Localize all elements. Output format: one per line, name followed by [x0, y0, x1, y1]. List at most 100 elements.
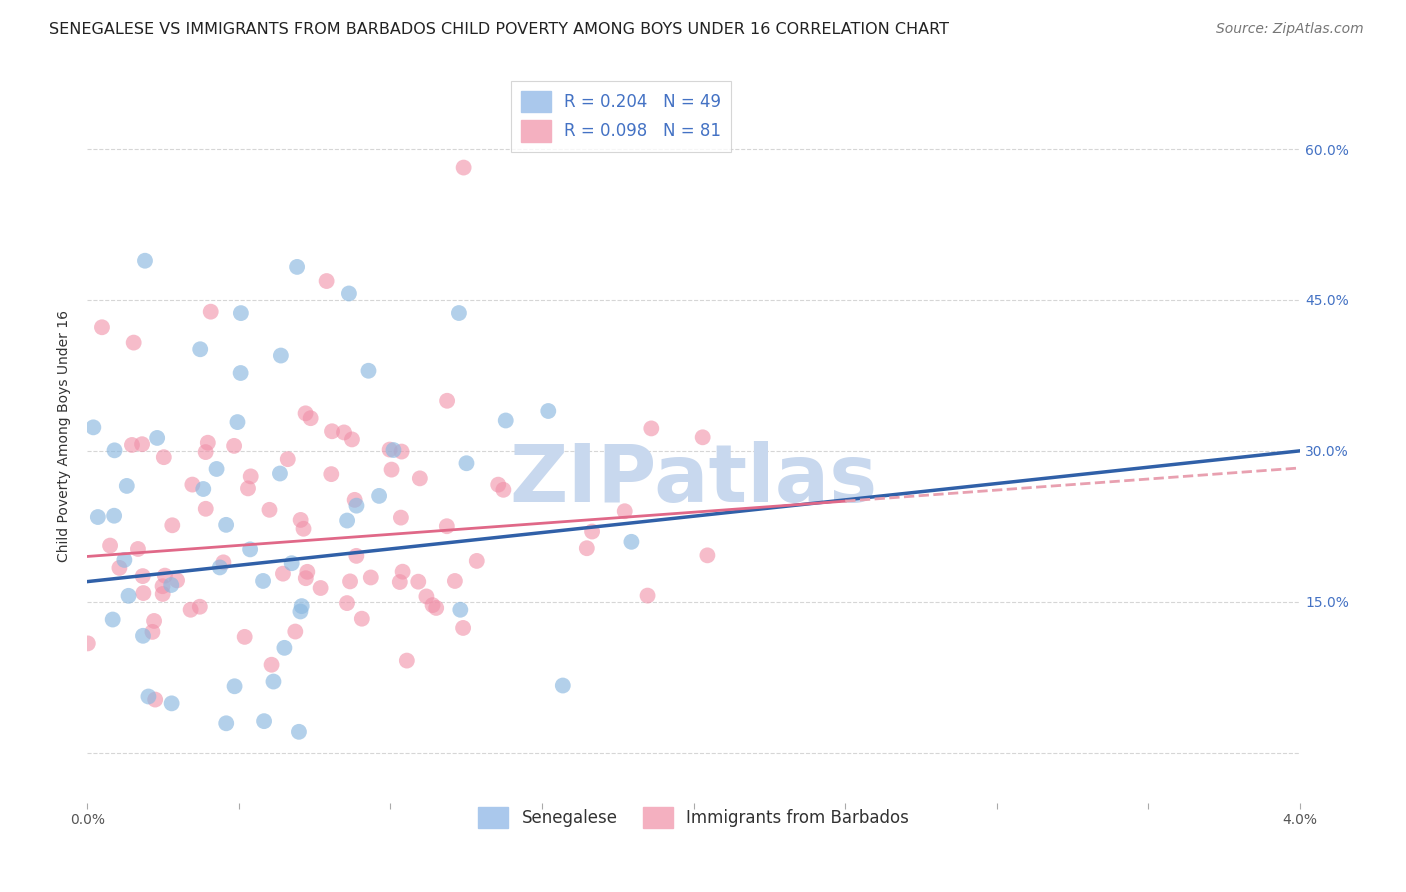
Point — [224, 439, 246, 453]
Point — [696, 549, 718, 563]
Point — [259, 503, 281, 517]
Point — [112, 553, 135, 567]
Point — [260, 657, 283, 672]
Point — [82, 420, 104, 434]
Point — [188, 599, 211, 614]
Point — [620, 534, 643, 549]
Point — [138, 690, 160, 704]
Point — [436, 393, 458, 408]
Point — [284, 624, 307, 639]
Point — [613, 504, 636, 518]
Point — [391, 444, 413, 458]
Point — [160, 697, 183, 711]
Point — [239, 469, 262, 483]
Point — [350, 612, 373, 626]
Point — [101, 613, 124, 627]
Point — [117, 589, 139, 603]
Point — [447, 306, 470, 320]
Point — [194, 501, 217, 516]
Point — [297, 565, 319, 579]
Point — [143, 614, 166, 628]
Point — [236, 482, 259, 496]
Point — [233, 630, 256, 644]
Point — [193, 482, 215, 496]
Point — [132, 586, 155, 600]
Point — [360, 570, 382, 584]
Point — [108, 561, 131, 575]
Point — [103, 443, 125, 458]
Point — [380, 462, 402, 476]
Point — [271, 566, 294, 581]
Point — [492, 483, 515, 497]
Point — [436, 519, 458, 533]
Point — [224, 679, 246, 693]
Point — [115, 479, 138, 493]
Point — [422, 598, 444, 612]
Point — [180, 603, 202, 617]
Point — [291, 599, 314, 614]
Text: ZIPatlas: ZIPatlas — [509, 441, 877, 519]
Point — [153, 568, 176, 582]
Point — [692, 430, 714, 444]
Point — [315, 274, 337, 288]
Point — [239, 542, 262, 557]
Point — [295, 571, 318, 585]
Point — [146, 431, 169, 445]
Point — [309, 581, 332, 595]
Point — [388, 574, 411, 589]
Point — [395, 654, 418, 668]
Point — [453, 161, 475, 175]
Point — [252, 574, 274, 588]
Point — [406, 574, 429, 589]
Point — [188, 343, 211, 357]
Point — [344, 549, 367, 563]
Point — [262, 674, 284, 689]
Point — [321, 467, 343, 482]
Point — [270, 349, 292, 363]
Point — [321, 424, 343, 438]
Point — [486, 477, 509, 491]
Point — [451, 621, 474, 635]
Legend: Senegalese, Immigrants from Barbados: Senegalese, Immigrants from Barbados — [471, 800, 915, 835]
Point — [215, 517, 238, 532]
Point — [160, 578, 183, 592]
Point — [162, 518, 184, 533]
Point — [285, 260, 308, 274]
Point — [273, 640, 295, 655]
Point — [127, 541, 149, 556]
Point — [343, 492, 366, 507]
Point — [91, 320, 114, 334]
Point — [336, 514, 359, 528]
Point — [640, 421, 662, 435]
Point — [152, 579, 174, 593]
Point — [132, 569, 155, 583]
Text: SENEGALESE VS IMMIGRANTS FROM BARBADOS CHILD POVERTY AMONG BOYS UNDER 16 CORRELA: SENEGALESE VS IMMIGRANTS FROM BARBADOS C… — [49, 22, 949, 37]
Point — [288, 724, 311, 739]
Text: Source: ZipAtlas.com: Source: ZipAtlas.com — [1216, 22, 1364, 37]
Point — [76, 636, 98, 650]
Point — [465, 554, 488, 568]
Point — [205, 462, 228, 476]
Point — [269, 467, 291, 481]
Point — [200, 304, 222, 318]
Point — [551, 679, 574, 693]
Point — [368, 489, 391, 503]
Point — [340, 433, 363, 447]
Point — [449, 603, 471, 617]
Point — [339, 574, 361, 589]
Point — [346, 499, 368, 513]
Point — [194, 445, 217, 459]
Point — [333, 425, 356, 440]
Point — [415, 590, 437, 604]
Point — [637, 589, 659, 603]
Point — [87, 510, 110, 524]
Point — [382, 443, 405, 458]
Point — [141, 624, 163, 639]
Point — [103, 508, 125, 523]
Point — [495, 413, 517, 427]
Point — [229, 306, 252, 320]
Point — [229, 366, 252, 380]
Point — [389, 510, 412, 524]
Point — [391, 565, 413, 579]
Point — [226, 415, 249, 429]
